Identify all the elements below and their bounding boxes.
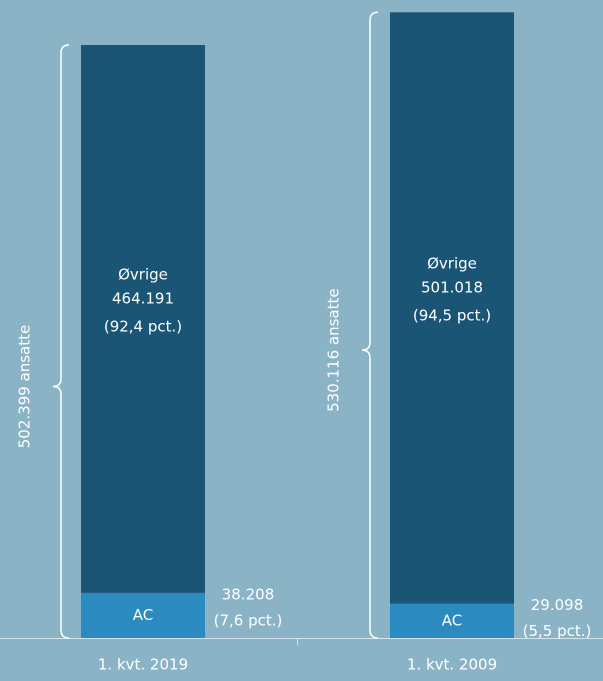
segment-name: AC xyxy=(442,611,462,629)
share-label: (7,6 pct.) xyxy=(214,611,283,629)
value-label: 38.208 xyxy=(222,585,275,603)
total-label: 530.116 ansatte xyxy=(325,288,343,412)
x-tick-label: 1. kvt. 2019 xyxy=(98,656,188,674)
value-label: 501.018 xyxy=(421,278,483,296)
total-brace xyxy=(52,44,70,639)
total-brace xyxy=(361,11,379,639)
bar-segment xyxy=(81,45,205,593)
segment-name: Øvrige xyxy=(427,254,477,272)
segment-name: Øvrige xyxy=(118,265,168,283)
share-label: (92,4 pct.) xyxy=(104,317,182,335)
segment-name: AC xyxy=(133,606,153,624)
bar-segment xyxy=(390,603,514,638)
share-label: (5,5 pct.) xyxy=(523,622,592,640)
share-label: (94,5 pct.) xyxy=(413,306,491,324)
value-label: 29.098 xyxy=(531,596,584,614)
x-tick-label: 1. kvt. 2009 xyxy=(407,656,497,674)
bar-segment xyxy=(81,592,205,638)
total-label: 502.399 ansatte xyxy=(16,325,34,449)
value-label: 464.191 xyxy=(112,289,174,307)
bar-segment xyxy=(390,12,514,604)
